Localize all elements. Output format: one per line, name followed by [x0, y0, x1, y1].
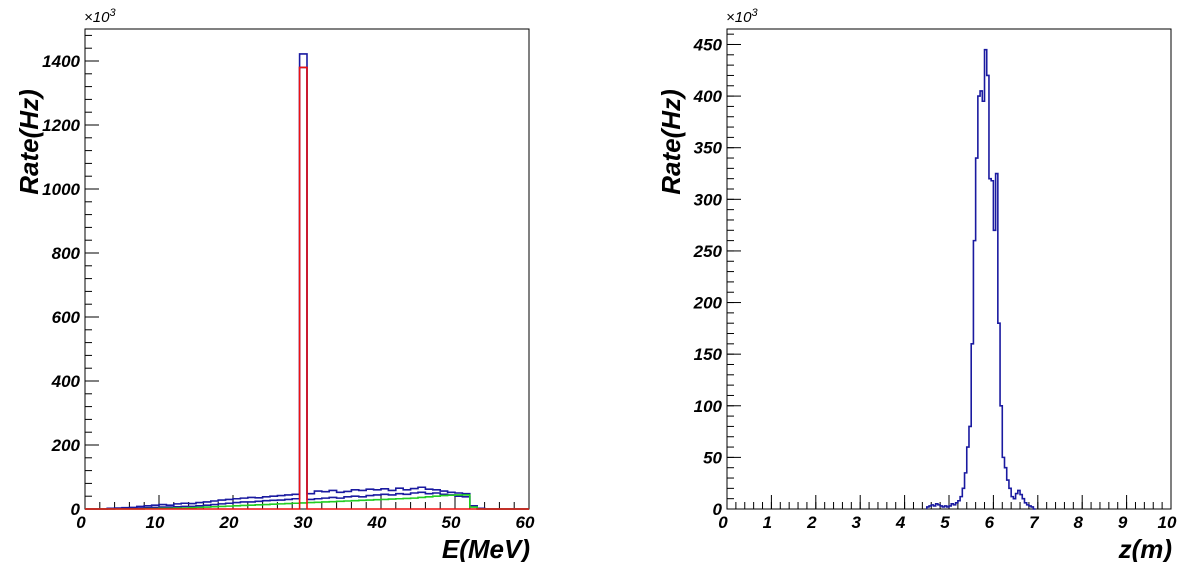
x-tick-label: 10	[1158, 513, 1177, 532]
y-tick-label: 1400	[42, 52, 80, 71]
y-multiplier-label: ×103	[84, 7, 116, 26]
x-tick-label: 8	[1073, 513, 1083, 532]
x-tick-label: 1	[763, 513, 772, 532]
plot-frame	[726, 28, 1172, 510]
y-tick-label: 800	[52, 244, 81, 263]
x-tick-label: 0	[76, 513, 86, 532]
y-tick-label: 1200	[42, 116, 80, 135]
y-tick-label: 400	[51, 372, 81, 391]
y-tick-label: 200	[51, 436, 81, 455]
x-tick-label: 50	[442, 513, 461, 532]
histogram-series-group	[926, 48, 1036, 510]
x-tick-label: 6	[985, 513, 995, 532]
histogram-series-2	[85, 494, 529, 510]
x-tick-label: 5	[940, 513, 950, 532]
y-tick-label: 0	[71, 500, 81, 519]
y-tick-label: 600	[52, 308, 81, 327]
y-tick-label: 450	[693, 35, 723, 54]
x-tick-label: 10	[146, 513, 165, 532]
y-axis-title: Rate(Hz)	[14, 89, 44, 194]
y-tick-label: 50	[703, 448, 722, 467]
x-tick-label: 30	[294, 513, 313, 532]
histogram-series-3	[85, 66, 529, 510]
x-tick-label: 20	[219, 513, 239, 532]
x-axis-title: z(m)	[1118, 534, 1172, 562]
y-tick-label: 300	[694, 190, 723, 209]
y-tick-label: 250	[693, 242, 723, 261]
x-tick-label: 7	[1029, 513, 1040, 532]
x-tick-label: 40	[367, 513, 387, 532]
histogram-series-0	[85, 53, 529, 510]
x-tick-label: 3	[851, 513, 861, 532]
histogram-series-0	[926, 48, 1036, 510]
x-tick-label: 9	[1118, 513, 1128, 532]
y-tick-label: 350	[694, 139, 723, 158]
histogram-series-group	[85, 53, 529, 510]
y-tick-label: 200	[693, 294, 723, 313]
x-tick-label: 4	[895, 513, 906, 532]
x-tick-label: 2	[806, 513, 817, 532]
y-tick-label: 0	[713, 500, 723, 519]
y-tick-label: 150	[694, 345, 723, 364]
x-tick-label: 0	[718, 513, 728, 532]
y-multiplier-label: ×103	[726, 7, 758, 26]
y-axis-title: Rate(Hz)	[656, 89, 686, 194]
x-axis-title: E(MeV)	[442, 534, 530, 562]
y-tick-label: 1000	[42, 180, 80, 199]
y-tick-label: 100	[694, 397, 723, 416]
position-chart: 0 1 2 3 4 5 6 7 8 9 10050100150200250300350400450 …	[656, 7, 1177, 562]
y-tick-label: 400	[693, 87, 723, 106]
x-tick-label: 60	[516, 513, 535, 532]
